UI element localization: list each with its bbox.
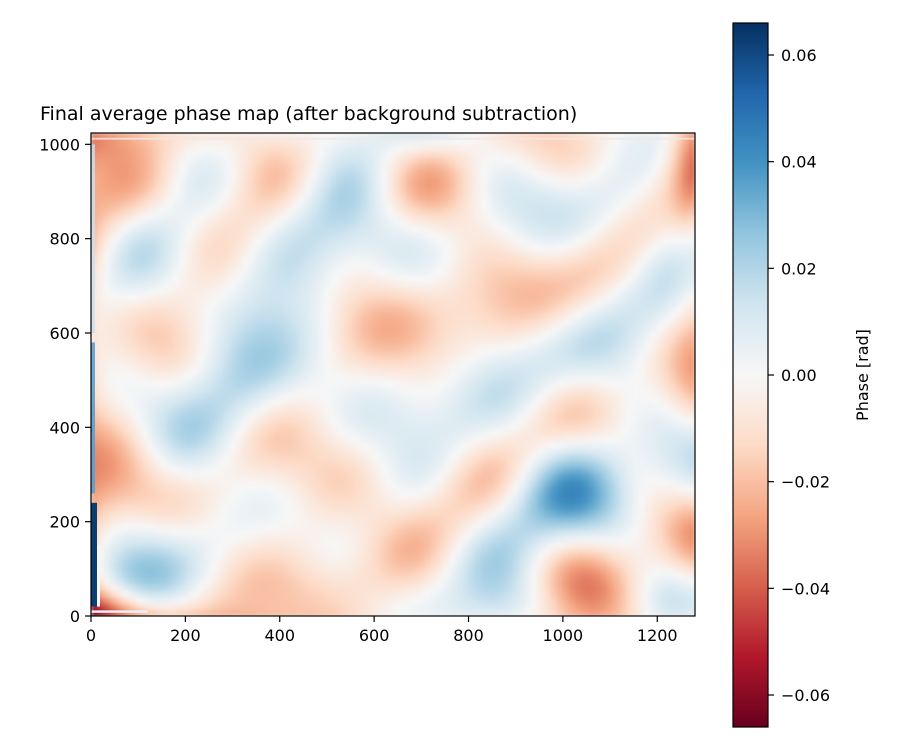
y-tick-label: 600	[49, 324, 80, 343]
y-tick-label: 400	[49, 418, 80, 437]
plot-frame	[90, 132, 696, 617]
colorbar-tick-label: −0.06	[781, 686, 830, 705]
x-tick-label: 0	[86, 626, 96, 645]
colorbar-tick-label: 0.04	[781, 153, 817, 172]
heatmap	[90, 132, 696, 617]
y-tick-label: 200	[49, 513, 80, 532]
colorbar-tick-label: −0.02	[781, 473, 830, 492]
colorbar-tick-label: 0.00	[781, 366, 817, 385]
x-axis: 0 200 400 600 800 1000 1200	[86, 616, 678, 645]
x-tick-label: 1000	[543, 626, 584, 645]
colorbar-tick-label: −0.04	[781, 579, 830, 598]
y-axis: 0 200 400 600 800 1000	[39, 135, 91, 626]
heatmap-edge-features	[91, 137, 695, 613]
y-tick-label: 1000	[39, 135, 80, 154]
colorbar-gradient	[732, 22, 769, 728]
colorbar: 0.06 0.04 0.02 0.00 −0.02 −0.04 −0.06 Phase [r…	[732, 22, 872, 728]
x-tick-label: 200	[170, 626, 201, 645]
colorbar-ticks: 0.06 0.04 0.02 0.00 −0.02 −0.04 −0.06	[768, 46, 830, 705]
y-tick-label: 800	[49, 230, 80, 249]
x-tick-label: 600	[359, 626, 390, 645]
colorbar-tick-label: 0.02	[781, 259, 817, 278]
colorbar-label: Phase [rad]	[853, 329, 872, 421]
x-tick-label: 400	[264, 626, 295, 645]
y-tick-label: 0	[70, 607, 80, 626]
x-tick-label: 1200	[637, 626, 678, 645]
x-tick-label: 800	[453, 626, 484, 645]
chart-title: Final average phase map (after backgroun…	[40, 103, 577, 125]
colorbar-tick-label: 0.06	[781, 46, 817, 65]
heatmap-cells	[91, 133, 695, 616]
